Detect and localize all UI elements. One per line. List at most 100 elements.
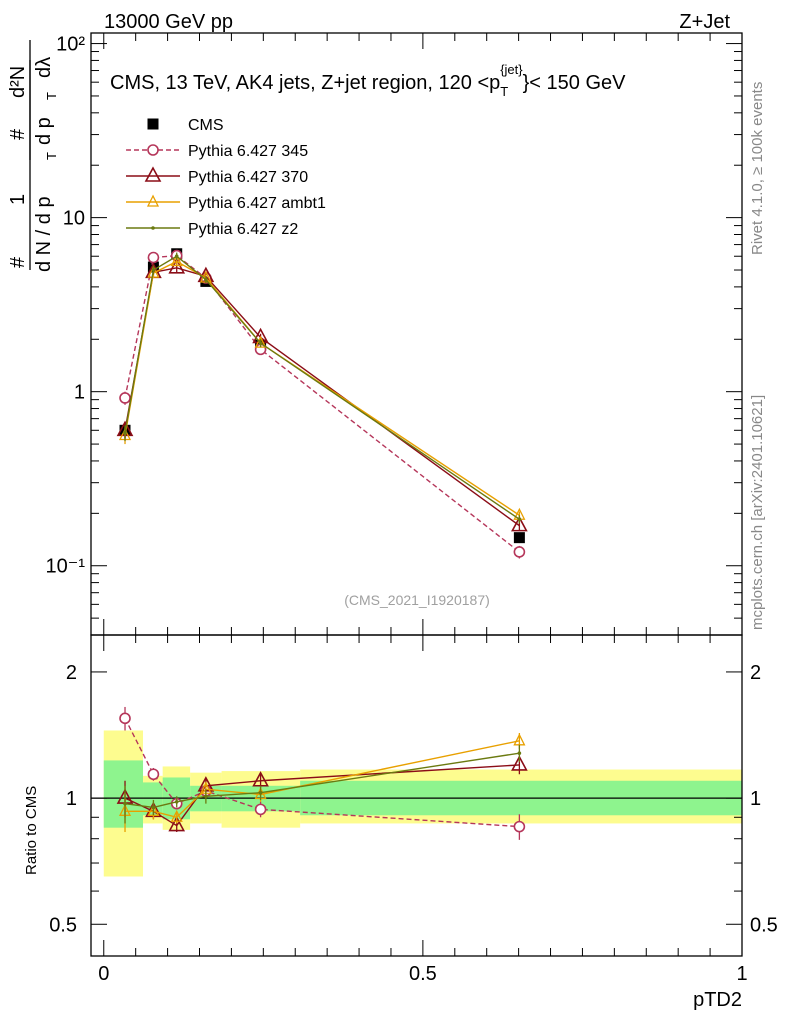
series-line — [124, 254, 520, 553]
pythia-z2-marker — [151, 268, 156, 272]
series-cms — [119, 248, 525, 544]
pythia-370-marker — [511, 755, 528, 771]
pythia-z2-marker — [258, 790, 263, 795]
series-pythia-6-427-345 — [119, 249, 526, 559]
title-pre: CMS, 13 TeV, AK4 jets, Z+jet region, 120… — [110, 72, 500, 94]
main-ylabel: # 1 d N / d p T # d²N d p T dλ — [7, 40, 59, 272]
pythia-z2-marker — [517, 751, 522, 755]
legend-item: Pythia 6.427 370 — [126, 166, 308, 186]
ylabel-hash2: # — [7, 128, 29, 140]
ylabel-dN: d N / d p — [33, 196, 55, 272]
main-ytick-label: 10 — [63, 208, 85, 230]
pythia-345-marker — [513, 820, 526, 833]
rivet-label: Rivet 4.1.0, ≥ 100k events — [749, 82, 766, 255]
ylabel-dpT: d p — [33, 117, 55, 145]
pythia-ambt1-marker — [146, 194, 160, 207]
pythia-ambt1-marker — [170, 253, 183, 267]
series-pythia-6-427-z2 — [123, 744, 522, 824]
main-ytick-label: 1 — [74, 382, 85, 404]
ratio-xtick-label: 1 — [736, 963, 747, 985]
pythia-345-marker — [147, 251, 160, 264]
main-ytick-label: 10⁻¹ — [46, 556, 86, 578]
pythia-z2-marker — [123, 431, 127, 435]
x-axis-label: pTD2 — [693, 989, 742, 1011]
legend: CMS Pythia 6.427 345 Pythia 6.427 370 Pythi… — [126, 117, 326, 238]
pythia-345-marker — [119, 392, 131, 404]
ylabel-T2: T — [44, 92, 59, 100]
series-line — [124, 260, 520, 516]
pythia-z2-marker — [123, 801, 127, 806]
pythia-370-marker — [252, 771, 269, 787]
pythia-ambt1-marker — [147, 803, 160, 816]
ylabel-one: 1 — [7, 194, 29, 205]
header-left: 13000 GeV pp — [104, 11, 233, 33]
legend-item: Pythia 6.427 345 — [126, 143, 308, 160]
series-pythia-6-427-z2 — [123, 252, 522, 524]
main-series — [116, 248, 528, 559]
pythia-345-marker — [254, 803, 267, 816]
pythia-370-marker — [511, 515, 528, 532]
legend-label: Pythia 6.427 370 — [188, 169, 308, 186]
ylabel-hash: # — [7, 256, 29, 268]
series-pythia-6-427-370 — [116, 258, 528, 532]
pythia-370-marker — [168, 815, 186, 832]
pythia-345-marker — [513, 546, 526, 558]
pythia-z2-marker — [258, 341, 263, 345]
ratio-panel: 0.5 0.5 1 1 2 2 0 0.5 1 — [49, 634, 778, 985]
main-ticks: 1 10 10² 10⁻¹ — [46, 33, 743, 636]
legend-label: Pythia 6.427 ambt1 — [188, 195, 326, 212]
series-line — [124, 267, 520, 527]
pythia-z2-marker — [151, 226, 155, 230]
pythia-ambt1-marker — [147, 265, 160, 278]
ratio-ytick-label: 0.5 — [49, 914, 77, 936]
ratio-bands — [91, 730, 742, 877]
legend-item: Pythia 6.427 z2 — [126, 221, 298, 238]
pythia-z2-marker — [174, 799, 179, 804]
ratio-ytick-label-right: 1 — [750, 788, 761, 810]
ratio-frame — [90, 634, 743, 957]
main-panel: 1 10 10² 10⁻¹ (CMS_2021_I1920187) CMS, 13 T… — [46, 32, 743, 636]
ratio-ytick-label-right: 0.5 — [750, 914, 778, 936]
ylabel-dl: dλ — [33, 57, 55, 78]
ratio-xtick-label: 0.5 — [409, 963, 437, 985]
series-line — [124, 718, 520, 828]
legend-label: CMS — [188, 117, 224, 134]
title-sub: T — [500, 84, 508, 99]
series-line — [124, 255, 520, 520]
series-line — [124, 752, 520, 809]
pythia-345-marker — [119, 712, 131, 725]
mcplots-label: mcplots.cern.ch [arXiv:2401.10621] — [749, 395, 766, 630]
series-pythia-6-427-ambt1 — [118, 253, 526, 520]
ylabel-T1: T — [44, 152, 59, 160]
ylabel-d2N: d²N — [7, 66, 29, 98]
pythia-z2-marker — [204, 277, 208, 282]
cms-marker — [513, 532, 525, 544]
ratio-ytick-label: 1 — [66, 788, 77, 810]
pythia-z2-marker — [151, 805, 156, 810]
legend-label: Pythia 6.427 z2 — [188, 221, 298, 238]
pythia-370-marker — [168, 258, 186, 274]
cms-marker — [147, 118, 159, 130]
legend-item: Pythia 6.427 ambt1 — [126, 194, 326, 212]
pythia-z2-marker — [517, 517, 522, 522]
pythia-z2-marker — [204, 794, 208, 799]
pythia-ambt1-marker — [170, 809, 183, 822]
pythia-345-marker — [147, 144, 159, 156]
ratio-xtick-label: 0 — [98, 963, 109, 985]
legend-item: CMS — [147, 117, 224, 134]
main-ytick-label: 10² — [56, 34, 85, 56]
series-line — [124, 764, 520, 827]
ratio-series — [116, 706, 528, 840]
pythia-ambt1-marker — [513, 733, 526, 746]
pythia-345-marker — [147, 768, 160, 781]
title-sup: {jet} — [500, 62, 523, 77]
ratio-ylabel: Ratio to CMS — [23, 786, 40, 875]
header-right: Z+Jet — [679, 11, 730, 33]
ratio-ytick-label: 2 — [66, 662, 77, 684]
pythia-370-marker — [144, 166, 162, 182]
analysis-watermark: (CMS_2021_I1920187) — [344, 592, 490, 608]
pythia-z2-marker — [174, 254, 179, 259]
title-post: }< 150 GeV — [523, 72, 627, 94]
ratio-ytick-label-right: 2 — [750, 662, 761, 684]
